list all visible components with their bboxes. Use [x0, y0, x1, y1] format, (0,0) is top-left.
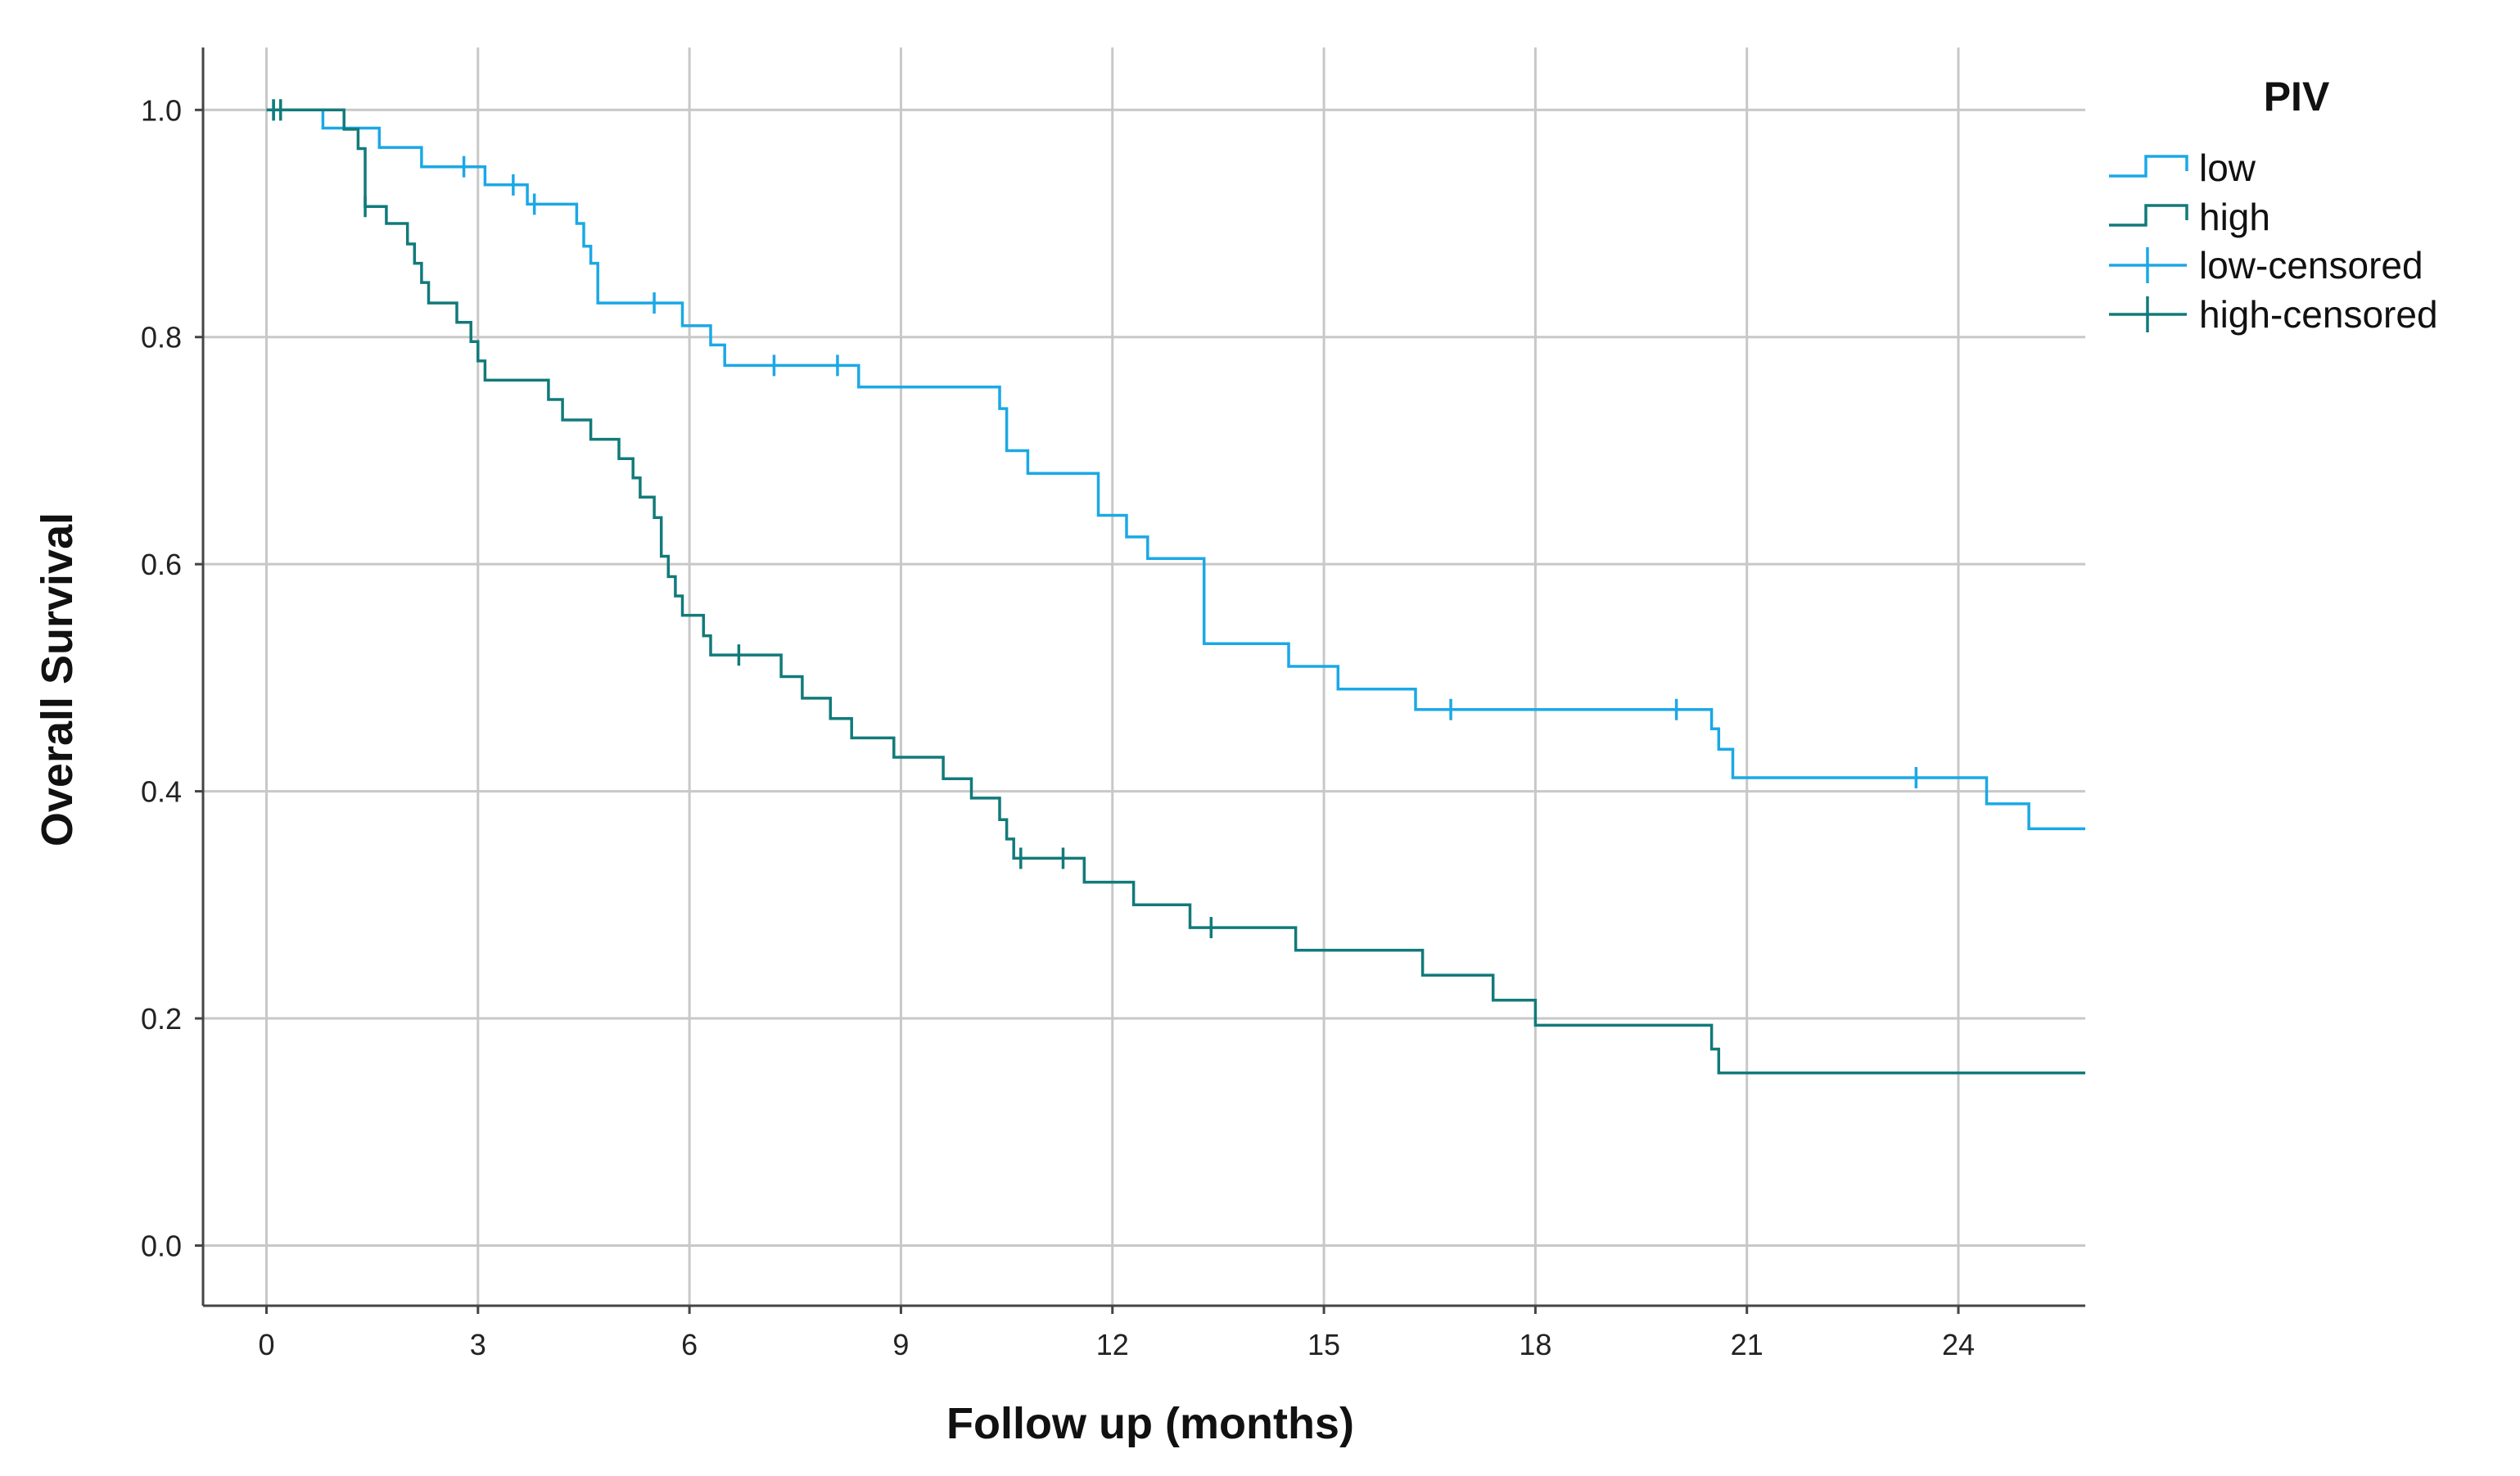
y-tick-label: 0.6 — [141, 548, 182, 581]
legend-title: PIV — [2264, 74, 2330, 120]
y-tick-label: 1.0 — [141, 93, 182, 127]
x-tick-label: 3 — [470, 1328, 486, 1361]
y-axis-title: Overall Survival — [33, 512, 82, 846]
x-tick-label: 12 — [1096, 1328, 1129, 1361]
x-tick-label: 24 — [1942, 1328, 1975, 1361]
y-axis-ticks: 0.0 0.2 0.4 0.6 0.8 1.0 — [141, 93, 203, 1262]
legend-swatch-step — [2109, 155, 2188, 178]
survival-curves — [266, 108, 2085, 1075]
y-tick-label: 0.4 — [141, 775, 182, 809]
grid-lines — [203, 47, 2085, 1306]
legend: PIV low high low-censored high-censored — [2109, 74, 2438, 336]
x-tick-label: 18 — [1519, 1328, 1551, 1361]
legend-label: low-censored — [2199, 244, 2423, 287]
legend-entry-high: high — [2109, 196, 2270, 238]
legend-entry-low-censored: low-censored — [2109, 244, 2423, 287]
plot-axes — [201, 47, 2085, 1307]
y-tick-label: 0.8 — [141, 321, 182, 354]
x-axis-ticks: 0 3 6 9 12 15 18 21 24 — [258, 1306, 1975, 1361]
survival-curve-high — [266, 108, 2085, 1075]
y-tick-label: 0.0 — [141, 1229, 182, 1262]
x-axis-title: Follow up (months) — [946, 1399, 1354, 1448]
legend-label: high — [2199, 196, 2270, 238]
y-tick-label: 0.2 — [141, 1002, 182, 1036]
legend-label: high-censored — [2199, 293, 2438, 336]
legend-label: low — [2199, 147, 2256, 189]
x-tick-label: 0 — [258, 1328, 274, 1361]
legend-swatch-step — [2109, 204, 2188, 227]
x-tick-label: 6 — [681, 1328, 698, 1361]
x-tick-label: 15 — [1307, 1328, 1340, 1361]
legend-entry-low: low — [2109, 147, 2256, 189]
x-tick-label: 9 — [892, 1328, 909, 1361]
x-tick-label: 21 — [1731, 1328, 1764, 1361]
legend-entry-high-censored: high-censored — [2109, 293, 2438, 336]
survival-curve-low — [266, 108, 2085, 831]
censor-marks — [272, 99, 1918, 939]
